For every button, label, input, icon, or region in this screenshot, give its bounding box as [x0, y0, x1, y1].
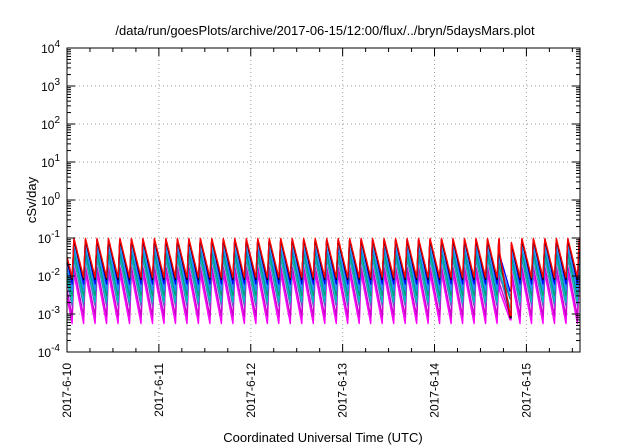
x-tick-label: 2017-6-10 [60, 363, 74, 418]
y-tick-label: 104 [41, 39, 60, 56]
x-tick-label: 2017-6-14 [428, 363, 442, 418]
y-tick-label: 102 [41, 115, 60, 132]
series-line [67, 246, 580, 297]
series-line [67, 273, 580, 325]
x-tick-label: 2017-6-11 [152, 363, 166, 417]
series-line [67, 266, 580, 318]
y-tick-label: 10-1 [38, 229, 61, 246]
y-tick-label: 10-4 [38, 343, 61, 360]
y-tick-label: 103 [41, 77, 60, 94]
x-tick-label: 2017-6-12 [244, 363, 258, 418]
y-tick-label: 100 [41, 191, 60, 208]
y-tick-label: 101 [41, 153, 60, 170]
y-axis-label: cSv/day [24, 176, 39, 223]
x-axis-ticks: 2017-6-10 2017-6-11 2017-6-12 2017-6-13 2017… [60, 48, 573, 418]
x-axis-label: Coordinated Universal Time (UTC) [223, 430, 422, 445]
series-line [67, 237, 580, 317]
series-line [67, 238, 580, 292]
series-group [67, 237, 580, 325]
y-tick-label: 10-2 [38, 267, 61, 284]
x-tick-label: 2017-6-15 [519, 363, 533, 418]
chart-title: /data/run/goesPlots/archive/2017-06-15/1… [115, 23, 535, 38]
series-line [67, 255, 580, 308]
x-tick-label: 2017-6-13 [336, 363, 350, 418]
y-axis-ticks: 10-4 10-3 10-2 10-1 100 101 102 103 104 [38, 39, 580, 360]
series-line [67, 251, 580, 300]
y-tick-label: 10-3 [38, 305, 61, 322]
